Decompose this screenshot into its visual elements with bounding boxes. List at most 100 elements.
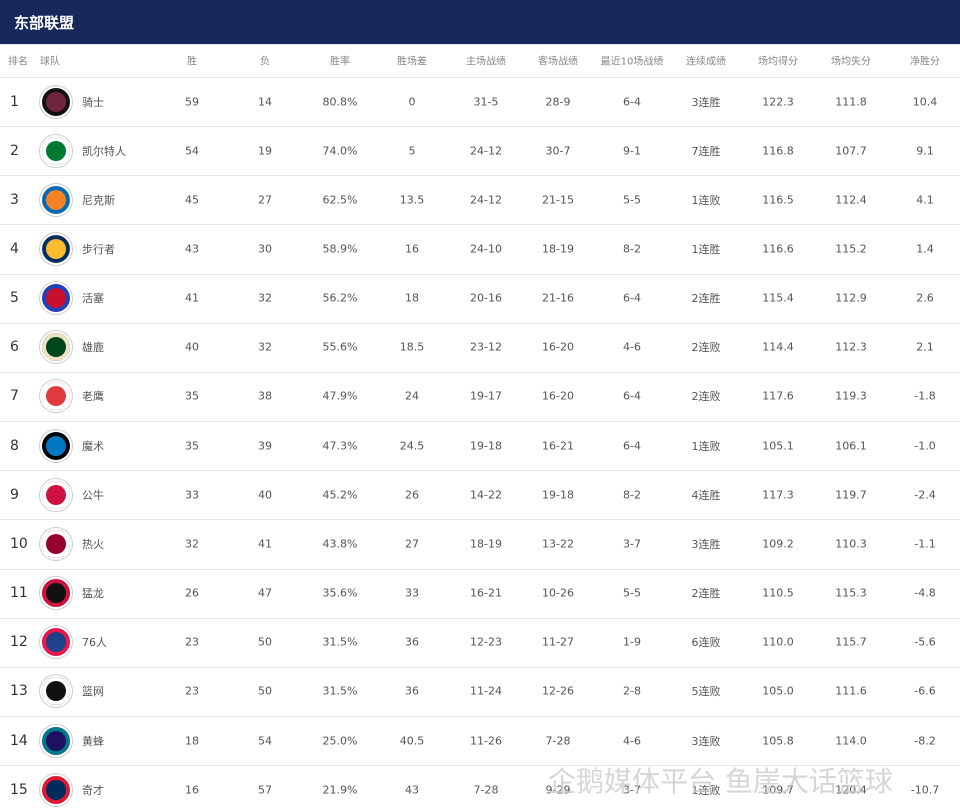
stat-cell: 12-26 (542, 684, 574, 698)
stat-cell: 11-27 (542, 635, 574, 649)
stat-cell: 19-18 (542, 488, 574, 502)
stat-cell: 19 (258, 144, 272, 158)
stat-cell: 21-16 (542, 291, 574, 305)
column-header: 胜率 (330, 56, 350, 68)
stat-cell: 19-17 (470, 389, 502, 403)
stat-cell: 32 (258, 291, 272, 305)
column-header: 连续成绩 (686, 56, 726, 68)
row-divider (0, 371, 960, 373)
rank: 7 (10, 388, 19, 405)
stat-cell: 122.3 (762, 95, 794, 109)
stat-cell: 21.9% (322, 783, 358, 797)
column-header: 负 (260, 56, 270, 68)
rank: 10 (10, 535, 28, 552)
stat-cell: 54 (185, 144, 199, 158)
stat-cell: -2.4 (914, 488, 936, 502)
stat-cell: 2.1 (916, 340, 934, 354)
column-header: 胜 (187, 56, 197, 68)
team-name: 奇才 (82, 783, 104, 797)
stat-cell: 33 (405, 586, 419, 600)
stat-cell: 74.0% (322, 144, 358, 158)
rank: 2 (10, 142, 19, 159)
stat-cell: 7-28 (473, 783, 499, 797)
stat-cell: 24-12 (470, 193, 502, 207)
team-logo (40, 478, 72, 511)
stat-cell: 2连胜 (691, 292, 721, 306)
stat-cell: -5.6 (914, 635, 936, 649)
stat-cell: 26 (185, 586, 199, 600)
stat-cell: 18-19 (542, 242, 574, 256)
stat-cell: 110.5 (762, 586, 794, 600)
stat-cell: 23-12 (470, 340, 502, 354)
stat-cell: 1-9 (623, 635, 641, 649)
column-header: 客场战绩 (538, 56, 578, 68)
title: 东部联盟 (14, 14, 75, 32)
stat-cell: 6-4 (623, 439, 641, 453)
stat-cell: 114.0 (835, 734, 867, 748)
stat-cell: 20-16 (470, 291, 502, 305)
title-bar: 东部联盟 (0, 0, 960, 44)
stat-cell: 41 (258, 537, 272, 551)
team-logo (40, 626, 72, 659)
stat-cell: 14-22 (470, 488, 502, 502)
stat-cell: 43 (185, 242, 199, 256)
stat-cell: 18.5 (399, 340, 425, 354)
stat-cell: 9.1 (916, 144, 934, 158)
rank: 3 (10, 191, 19, 208)
stat-cell: 54 (258, 734, 272, 748)
column-header: 球队 (40, 56, 60, 68)
stat-cell: 4-6 (623, 734, 641, 748)
stat-cell: 116.5 (762, 193, 794, 207)
row-divider (0, 568, 960, 570)
stat-cell: 117.3 (762, 488, 794, 502)
stat-cell: 24 (405, 389, 419, 403)
stat-cell: 115.2 (835, 242, 867, 256)
team-logo (40, 724, 72, 757)
stat-cell: 7-28 (545, 734, 571, 748)
stat-cell: -4.8 (914, 586, 936, 600)
stat-cell: 1连败 (691, 783, 721, 797)
stat-cell: 111.8 (835, 95, 867, 109)
column-header: 最近10场战绩 (600, 56, 664, 68)
team-name: 骑士 (82, 95, 104, 109)
stat-cell: 8-2 (623, 242, 641, 256)
stat-cell: 62.5% (322, 193, 358, 207)
team-logo (40, 233, 72, 266)
stat-cell: 40 (185, 340, 199, 354)
rank: 4 (10, 241, 19, 258)
stat-cell: -1.8 (914, 389, 936, 403)
row-divider (0, 617, 960, 619)
stat-cell: 16 (185, 783, 199, 797)
rank: 12 (10, 634, 28, 651)
stat-cell: 6-4 (623, 291, 641, 305)
column-header: 场均失分 (831, 56, 871, 68)
stat-cell: 36 (405, 684, 419, 698)
column-header: 场均得分 (758, 56, 798, 68)
team-name: 步行者 (82, 243, 115, 257)
rank: 8 (10, 437, 19, 454)
stat-cell: 59 (185, 95, 199, 109)
stat-cell: 14 (258, 95, 272, 109)
row-divider (0, 126, 960, 128)
team-logo (40, 429, 72, 462)
team-logo (40, 527, 72, 560)
stat-cell: 43.8% (322, 537, 358, 551)
stat-cell: 119.3 (835, 389, 867, 403)
stat-cell: 119.7 (835, 488, 867, 502)
stat-cell: 16 (405, 242, 419, 256)
stat-cell: 5-5 (623, 193, 641, 207)
team-logo (40, 282, 72, 315)
stat-cell: 18-19 (470, 537, 502, 551)
row-divider (0, 765, 960, 767)
stat-cell: 58.9% (322, 242, 358, 256)
team-logo (40, 675, 72, 708)
rank: 14 (10, 732, 28, 749)
stat-cell: 112.3 (835, 340, 867, 354)
stat-cell: 50 (258, 635, 272, 649)
stat-cell: 109.7 (762, 783, 794, 797)
team-name: 篮网 (82, 685, 104, 699)
header-row-divider (0, 77, 960, 78)
stat-cell: 13.5 (399, 193, 425, 207)
team-name: 魔术 (82, 439, 104, 453)
row-divider (0, 715, 960, 717)
